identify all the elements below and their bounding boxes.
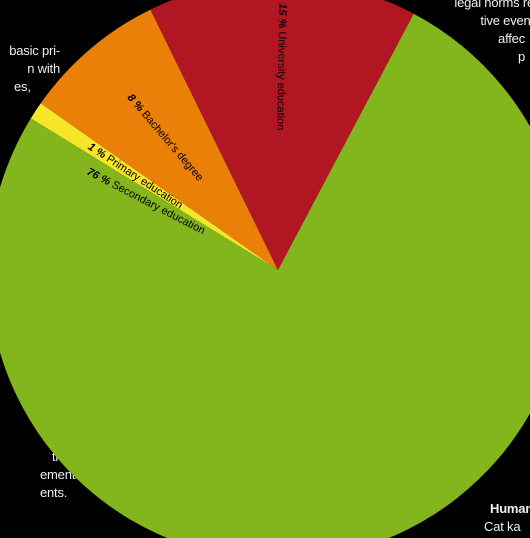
pie-slice-name: University education [274,31,288,130]
bg-line: p [517,49,525,64]
background-text-left-top: basic pri- n with es, [0,42,60,96]
bg-line: basic pri- [9,43,60,58]
bg-line: legal norms re [454,0,530,10]
pie-slice [0,13,530,538]
pie-slice [40,9,278,271]
pie-slice [150,0,414,270]
pie-slice [30,103,279,270]
bg-line: n with [27,61,60,76]
bg-line: ents. [40,485,68,500]
bg-line: es, [14,79,31,94]
pie-slice-percent: 15 % [276,3,288,31]
background-heading-bottom: Human [490,501,530,516]
bg-line: affec [498,31,525,46]
background-text-top-right: legal norms re tive event affec p [374,0,530,66]
pie-slice-label: 15 % University education [274,3,288,130]
bg-line: tive event [480,13,530,28]
background-text-bottom-line: Cat ka [484,519,521,534]
